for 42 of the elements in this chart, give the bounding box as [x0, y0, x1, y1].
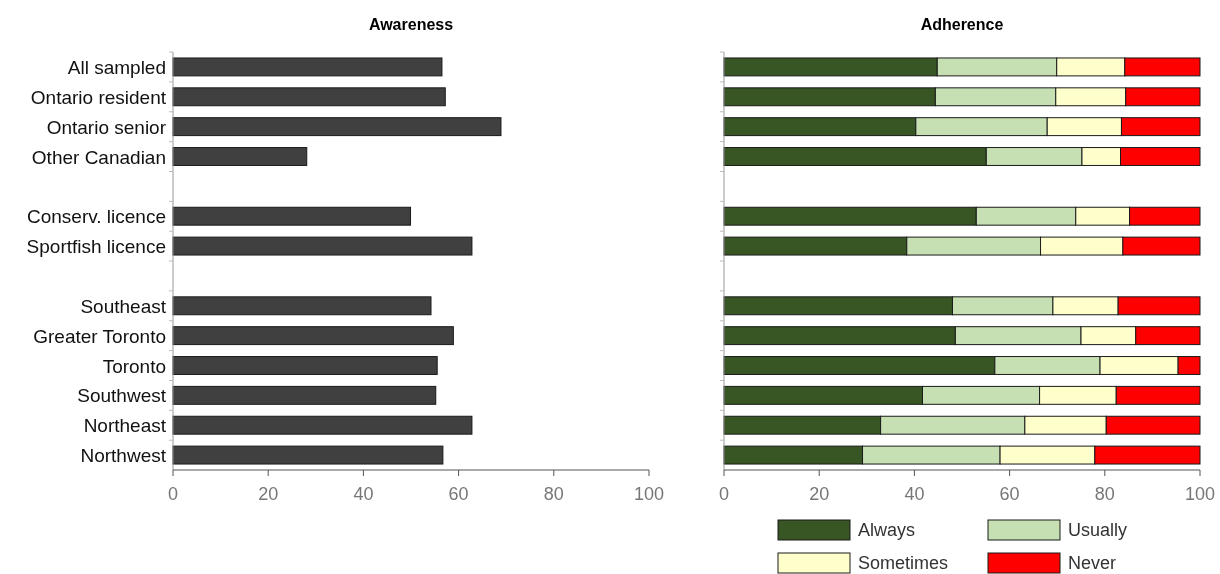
y-tick-label: Sportfish licence — [26, 236, 166, 258]
y-tick-label: Southwest — [77, 385, 167, 407]
bar — [172, 385, 437, 405]
x-tick-label: 60 — [448, 484, 469, 504]
y-tick-label: Greater Toronto — [33, 325, 166, 347]
bar — [172, 356, 438, 375]
bar — [172, 87, 446, 107]
x-tick-label: 20 — [258, 484, 279, 504]
x-tick-label: 40 — [904, 484, 925, 504]
chart-title: Awareness — [368, 16, 454, 33]
y-tick-label: Northwest — [80, 445, 167, 467]
bar — [172, 445, 444, 465]
bar — [172, 147, 308, 166]
legend-label: Always — [858, 520, 916, 540]
x-tick-label: 100 — [1184, 484, 1216, 504]
legend-label: Usually — [1068, 520, 1128, 540]
bar — [172, 326, 454, 346]
y-tick-label: All sampled — [67, 56, 166, 78]
x-tick-label: 80 — [543, 484, 564, 504]
bar — [172, 206, 412, 226]
legend-label: Sometimes — [858, 553, 949, 573]
bar — [172, 415, 473, 435]
x-tick-label: 100 — [633, 484, 665, 504]
y-tick-label: Conserv. licence — [26, 206, 166, 228]
y-tick-label: Northeast — [83, 415, 167, 437]
bar — [172, 117, 502, 137]
bar — [172, 57, 443, 77]
x-tick-label: 40 — [353, 484, 374, 504]
y-tick-label: Other Canadian — [31, 146, 166, 168]
legend-label: Never — [1068, 553, 1117, 573]
x-tick-label: 80 — [1094, 484, 1115, 504]
x-tick-label: 20 — [809, 484, 830, 504]
x-tick-label: 60 — [999, 484, 1020, 504]
x-tick-label: 0 — [718, 484, 730, 504]
bar — [172, 236, 473, 256]
y-tick-label: Ontario senior — [46, 116, 167, 138]
y-tick-label: Ontario resident — [30, 86, 167, 108]
x-tick-label: 0 — [167, 484, 179, 504]
y-tick-label: Toronto — [102, 355, 166, 377]
bar — [172, 296, 432, 316]
y-tick-label: Southeast — [80, 295, 167, 317]
chart-title: Adherence — [920, 16, 1004, 33]
